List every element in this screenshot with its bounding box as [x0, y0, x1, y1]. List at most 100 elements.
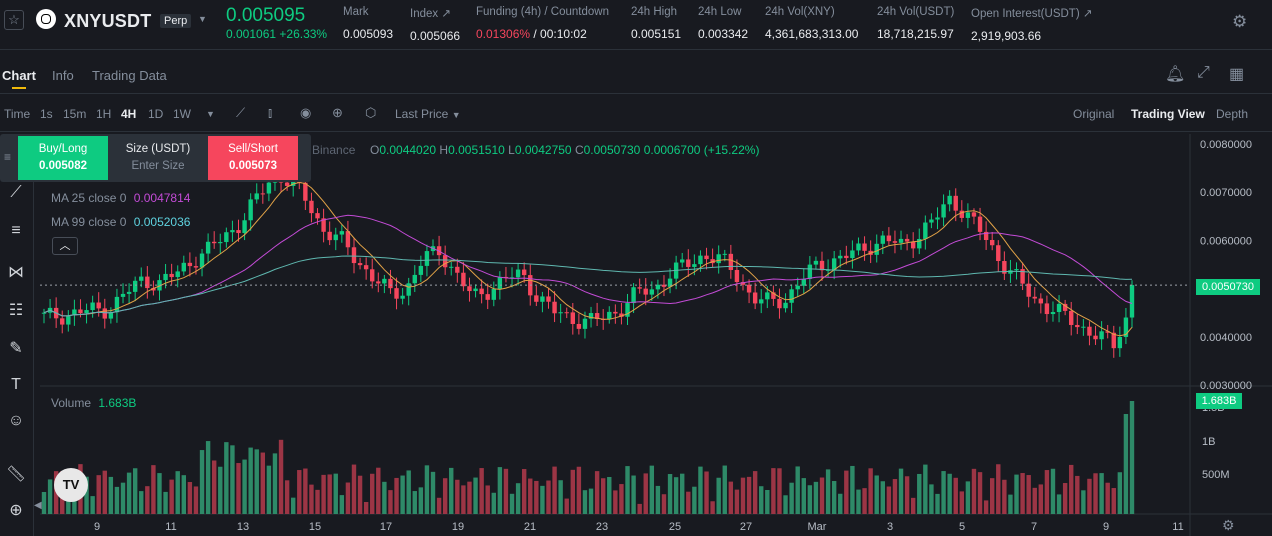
volume-bar — [534, 480, 539, 514]
volume-bar — [576, 466, 582, 514]
brush-icon[interactable]: ✎ — [9, 340, 23, 357]
volume-bar — [965, 481, 971, 514]
ruler-icon[interactable]: 📏︎ — [5, 466, 27, 483]
interval-15m[interactable]: 15m — [63, 107, 87, 121]
ma99-label: MA 99 close 0 — [51, 215, 127, 229]
interval-4h[interactable]: 4H — [121, 107, 137, 121]
volume-bar — [813, 481, 819, 514]
candle-type-icon[interactable]: ⫾ — [268, 105, 273, 120]
bell-icon[interactable]: 🔔︎ — [1165, 66, 1186, 83]
volume-bar — [667, 474, 673, 514]
time-tick-label: 15 — [309, 521, 321, 533]
active-tab-indicator — [12, 87, 26, 89]
candle-body — [509, 277, 515, 279]
candle-body — [990, 240, 995, 246]
view-trading-view[interactable]: Trading View — [1131, 107, 1205, 121]
ma99-legend[interactable]: MA 99 close 0 0.0052036 — [51, 215, 190, 229]
candle-body — [941, 204, 946, 218]
settings-hex-icon[interactable]: ⬡ — [365, 105, 377, 120]
camera-icon[interactable]: ◉ — [300, 105, 312, 120]
interval-more-chevron-icon[interactable]: ▼ — [206, 109, 215, 119]
tab-trading-data[interactable]: Trading Data — [92, 68, 167, 83]
size-input[interactable]: Enter Size — [131, 160, 185, 172]
scroll-left-icon[interactable]: ◀ — [34, 500, 42, 511]
candle-body — [540, 296, 545, 302]
price-type-select[interactable]: Last Price ▼ — [395, 107, 461, 121]
ma25-legend[interactable]: MA 25 close 0 0.0047814 — [51, 191, 190, 205]
pattern-icon[interactable]: ⋈ — [8, 264, 24, 281]
candle-body — [655, 284, 661, 290]
volume-bar — [66, 497, 71, 514]
volume-bar — [327, 474, 332, 514]
tab-chart[interactable]: Chart — [2, 68, 36, 83]
fib-icon[interactable]: ≡ — [11, 222, 21, 239]
sell-price: 0.005073 — [229, 160, 277, 172]
axis-settings-icon[interactable]: ⚙ — [1222, 517, 1235, 533]
fullscreen-icon[interactable]: ⤢ — [1197, 64, 1210, 81]
zoom-icon[interactable]: ⊕ — [9, 502, 23, 519]
ohlc-o-label: O — [370, 143, 380, 157]
drag-handle-icon[interactable]: ≡ — [4, 150, 12, 164]
candle-body — [838, 255, 843, 259]
sell-label: Sell/Short — [228, 143, 278, 155]
stat-open-interest[interactable]: Open Interest(USDT) ↗ 2,919,903.66 — [971, 6, 1092, 43]
trendline-icon[interactable]: ⟋ — [10, 184, 22, 201]
candle-body — [449, 266, 454, 268]
volume-bar — [643, 473, 648, 514]
view-original[interactable]: Original — [1073, 107, 1115, 121]
ohlc-l-label: L — [508, 143, 515, 157]
volume-bar — [297, 470, 302, 514]
candle-body — [479, 288, 484, 295]
star-outline-icon[interactable]: ☆ — [4, 10, 24, 30]
volume-bar — [291, 497, 296, 514]
candle-body — [680, 259, 685, 263]
collapse-legend-button[interactable]: ︿ — [52, 237, 78, 255]
interval-time[interactable]: Time — [4, 107, 31, 121]
layout-grid-icon[interactable]: ▦ — [1229, 66, 1245, 83]
candle-body — [862, 243, 867, 251]
stat-value: 0.003342 — [698, 27, 749, 41]
volume-bar — [96, 475, 101, 514]
stat-label: Open Interest(USDT) ↗ — [971, 8, 1093, 20]
candle-body — [66, 315, 71, 325]
candle-body — [929, 219, 934, 223]
size-field[interactable]: Size (USDT) Enter Size — [113, 136, 203, 180]
stat-index[interactable]: Index ↗ 0.005066 — [410, 6, 460, 43]
stat-value: 0.01306% / 00:10:02 — [476, 27, 609, 41]
emoji-icon[interactable]: ☺ — [7, 412, 25, 429]
symbol-name[interactable]: XNYUSDT — [64, 11, 152, 31]
candle-body — [412, 274, 417, 284]
interval-1d[interactable]: 1D — [148, 107, 164, 121]
interval-1h[interactable]: 1H — [96, 107, 112, 121]
interval-1s[interactable]: 1s — [40, 107, 53, 121]
volume-bar — [831, 481, 837, 514]
volume-bar — [509, 493, 515, 514]
add-indicator-icon[interactable]: ⊕ — [332, 105, 343, 120]
volume-bar — [983, 500, 989, 514]
sell-short-button[interactable]: Sell/Short 0.005073 — [208, 136, 298, 180]
candle-body — [558, 312, 563, 314]
volume-bar — [193, 486, 199, 514]
candle-body — [1129, 285, 1135, 318]
volume-bar — [382, 481, 387, 514]
settings-gear-icon[interactable]: ⚙ — [1232, 12, 1248, 31]
volume-bar — [600, 478, 606, 514]
stat-value: 0.005093 — [343, 27, 394, 41]
measure-icon[interactable]: ☷ — [8, 302, 24, 319]
view-depth[interactable]: Depth — [1216, 107, 1249, 121]
time-tick-label: 9 — [1103, 521, 1109, 533]
candle-body — [582, 318, 588, 329]
chevron-down-icon[interactable]: ▼ — [198, 14, 207, 24]
tab-info[interactable]: Info — [52, 68, 74, 83]
buy-long-button[interactable]: Buy/Long 0.005082 — [18, 136, 108, 180]
volume-bar — [904, 476, 910, 514]
volume-bar — [953, 477, 958, 514]
candle-body — [649, 289, 655, 295]
time-tick-label: 9 — [94, 521, 100, 533]
interval-1w[interactable]: 1W — [173, 107, 191, 121]
text-icon[interactable]: T — [11, 376, 21, 393]
indicator-chart-icon[interactable]: ⟋ — [236, 105, 246, 120]
volume-bar — [910, 497, 916, 514]
